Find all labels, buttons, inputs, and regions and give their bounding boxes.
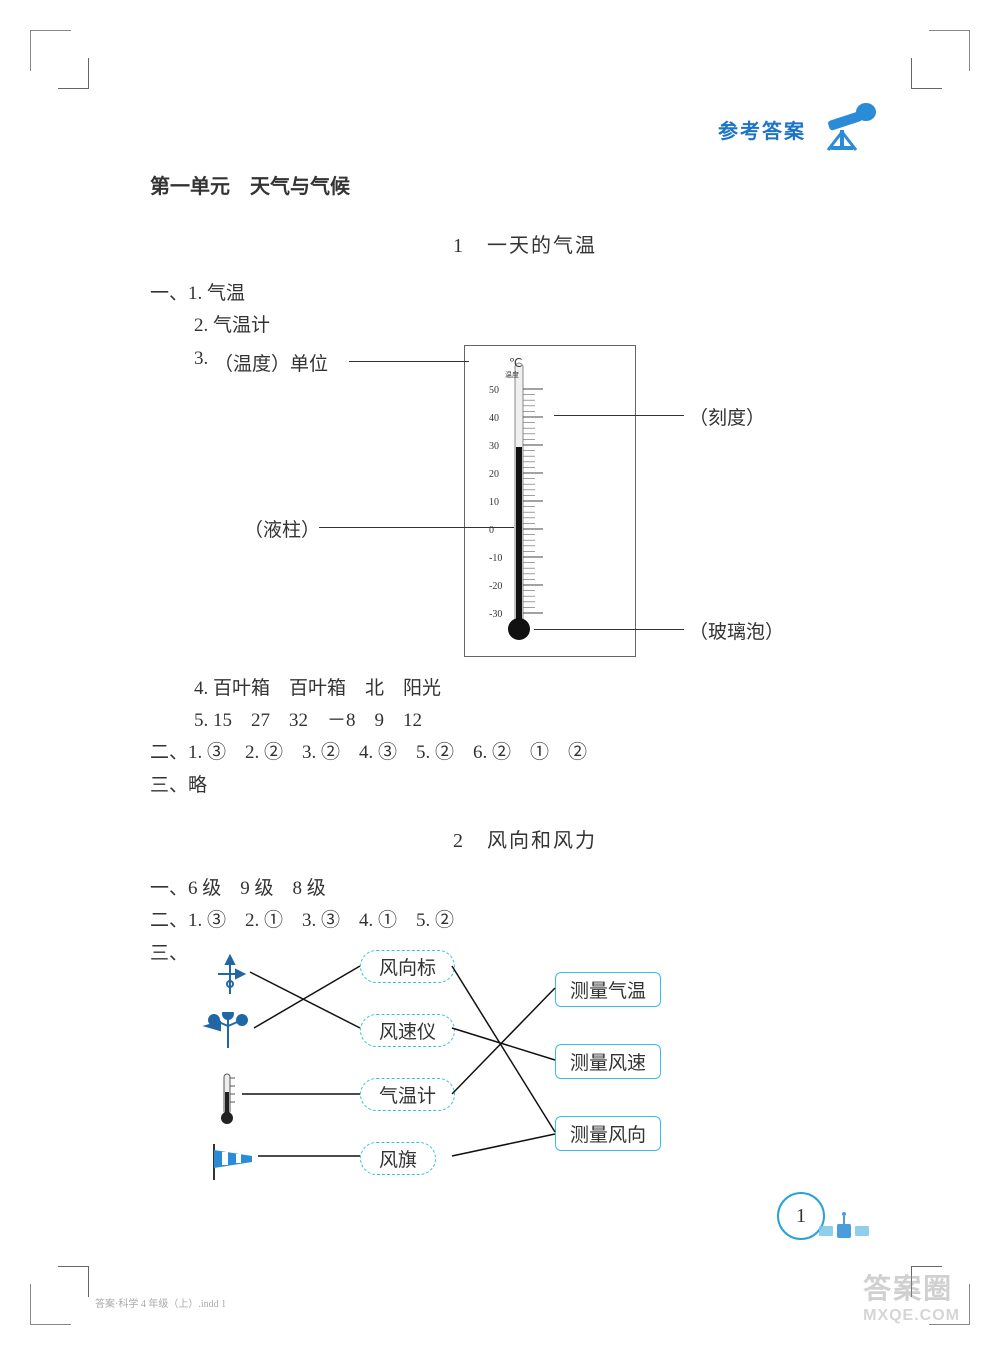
l1-q5: 5. 15 27 32 －8 9 12	[150, 705, 900, 737]
celsius-label: ℃	[509, 356, 522, 370]
leader-liquid	[319, 527, 514, 528]
thermo-label-bulb: （玻璃泡）	[689, 617, 784, 644]
l2-part1: 一、6 级 9 级 8 级	[150, 873, 900, 905]
watermark: 答案圈 MXQE.COM	[863, 1267, 960, 1325]
watermark-bottom: MXQE.COM	[863, 1307, 960, 1325]
thermometer-svg: 50403020100-10-20-30 ℃ 温度	[479, 353, 629, 649]
svg-text:-30: -30	[489, 609, 502, 620]
l1-q2-ans: 气温计	[213, 315, 270, 336]
lesson1-title: 1 一天的气温	[150, 229, 900, 258]
l1-q2: 2. 气温计	[150, 310, 900, 342]
crop-mark-bl	[30, 1284, 71, 1325]
l2-part2: 二、1. ③ 2. ① 3. ③ 4. ① 5. ②	[150, 905, 900, 937]
svg-text:30: 30	[489, 441, 499, 452]
svg-text:50: 50	[489, 385, 499, 396]
crop-mark-tr	[929, 30, 970, 71]
page-number-badge: 1	[777, 1192, 825, 1240]
leader-scale	[554, 415, 684, 416]
page: 参考答案 第一单元 天气与气候 1 一天的气温 一、1. 气温 2. 气温计 3…	[0, 0, 1000, 1355]
l1-q1-ans: 气温	[207, 283, 245, 304]
l1-part2: 二、1. ③ 2. ② 3. ② 4. ③ 5. ② 6. ② ① ②	[150, 737, 900, 769]
thermo-label-unit: （温度）单位	[214, 349, 328, 376]
svg-text:-20: -20	[489, 581, 502, 592]
watermark-top: 答案圈	[863, 1273, 953, 1304]
l1-q4: 4. 百叶箱 百叶箱 北 阳光	[150, 673, 900, 705]
thermometer-diagram: 50403020100-10-20-30 ℃ 温度 （温度）单位 （刻度） （液…	[194, 345, 900, 665]
l1-q1: 一、1. 气温	[150, 278, 900, 310]
leader-bulb	[534, 629, 684, 630]
page-header-title: 参考答案	[718, 115, 806, 144]
telescope-icon	[820, 100, 880, 159]
celsius-sub: 温度	[505, 370, 519, 379]
satellite-icon	[813, 1206, 883, 1256]
lesson2-title: 2 风向和风力	[150, 824, 900, 853]
thermo-label-liquid: （液柱）	[244, 515, 320, 542]
svg-text:40: 40	[489, 413, 499, 424]
matching-diagram: 风向标 风速仪 气温计 风旗 测量气温 测量风速 测量风向	[150, 944, 900, 1194]
match-lines	[150, 944, 710, 1184]
crop-mark-tl	[30, 30, 71, 71]
page-number: 1	[796, 1205, 806, 1228]
l1-q2-prefix: 2.	[194, 315, 208, 336]
l1-part3: 三、略	[150, 770, 900, 802]
svg-text:-10: -10	[489, 553, 502, 564]
svg-text:20: 20	[489, 469, 499, 480]
thermo-label-scale: （刻度）	[689, 403, 765, 430]
content: 第一单元 天气与气候 1 一天的气温 一、1. 气温 2. 气温计 3. 504…	[150, 170, 900, 1194]
l1-q1-prefix: 一、1.	[150, 283, 202, 304]
leader-unit	[349, 361, 469, 362]
footer-note: 答案·科学 4 年级（上）.indd 1	[95, 1295, 226, 1310]
svg-text:10: 10	[489, 497, 499, 508]
unit-title: 第一单元 天气与气候	[150, 170, 900, 199]
header: 参考答案	[718, 100, 880, 159]
